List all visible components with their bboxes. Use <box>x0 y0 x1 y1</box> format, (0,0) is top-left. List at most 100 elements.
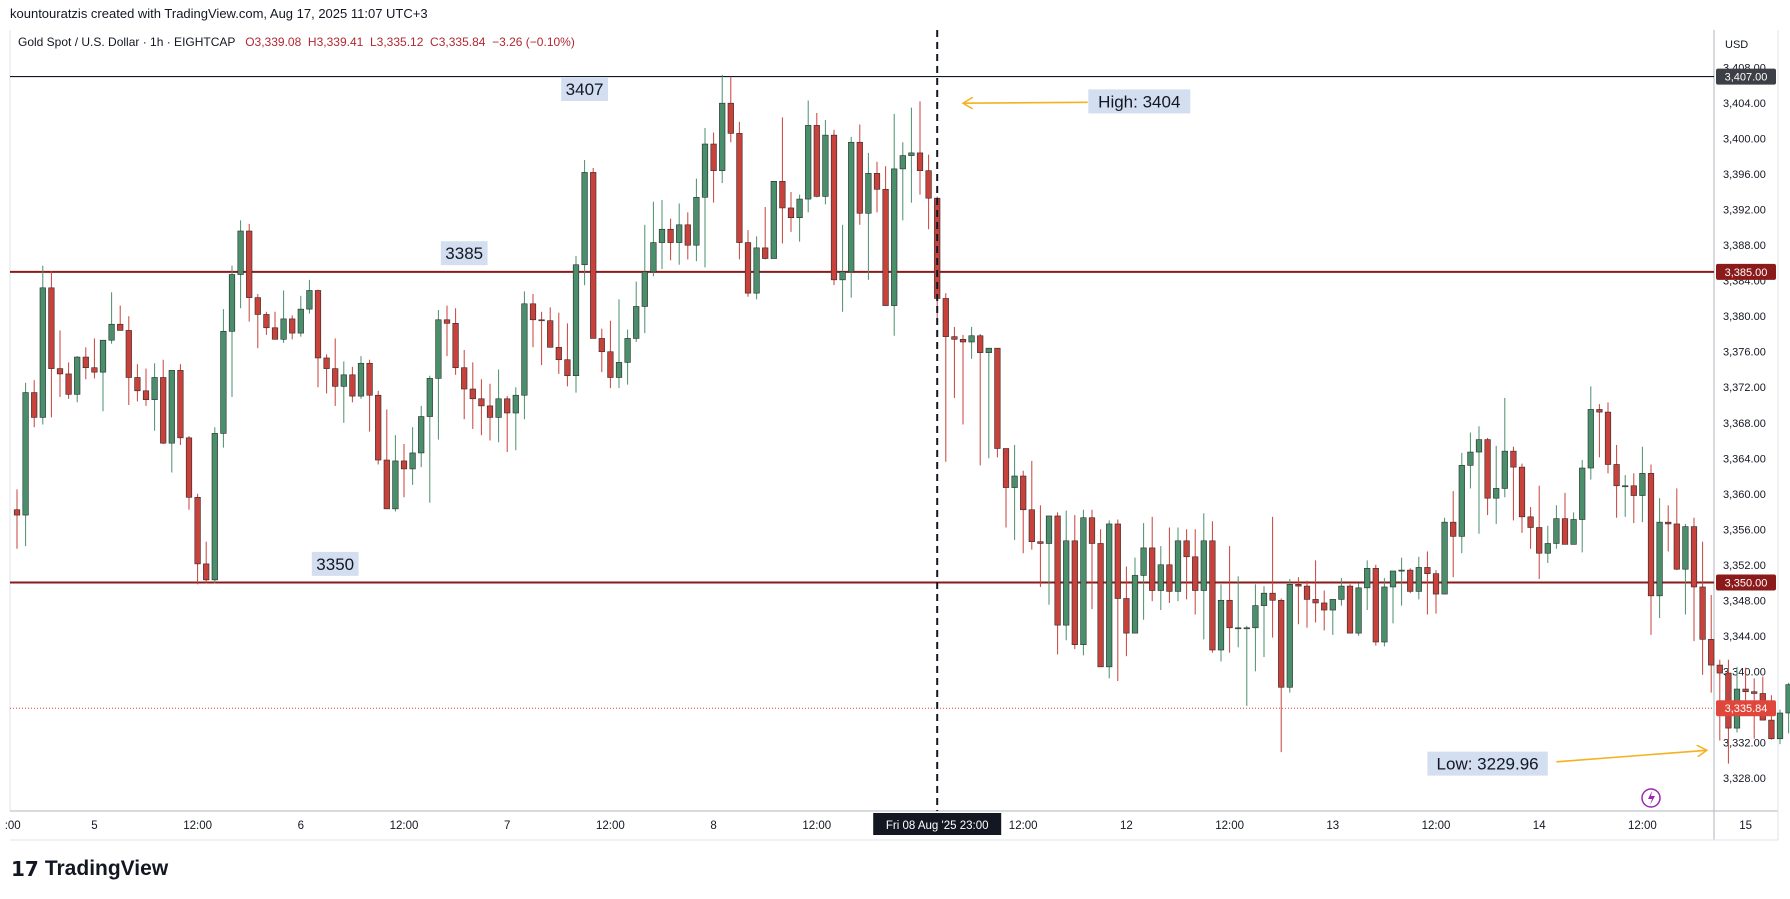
candle-body <box>1656 521 1663 597</box>
symbol-title: Gold Spot / U.S. Dollar · 1h · EIGHTCAP <box>18 35 236 49</box>
candle-body <box>873 173 881 190</box>
candle-body <box>512 394 519 414</box>
candle-body <box>1174 540 1182 592</box>
y-tick-label: 3,392.00 <box>1723 205 1766 217</box>
candle-body <box>1028 509 1035 542</box>
ohlc-low: L3,335.12 <box>369 35 424 49</box>
candle-body <box>211 433 218 581</box>
candle-body <box>1673 523 1680 570</box>
candle-body <box>899 155 906 170</box>
candle-body <box>994 347 1001 449</box>
candle-body <box>194 497 201 565</box>
candle-body <box>254 297 261 315</box>
candle-body <box>1200 540 1207 591</box>
candle-body <box>985 347 992 353</box>
level-price-tag-label: 3,385.00 <box>1725 267 1768 279</box>
candle-body <box>1699 586 1706 640</box>
candle-body <box>452 323 459 369</box>
candle-body <box>1432 573 1440 595</box>
candle-body <box>65 373 72 395</box>
candle-body <box>82 356 89 369</box>
candle-body <box>1106 523 1113 668</box>
candle-body <box>125 330 132 378</box>
candle-body <box>1329 599 1336 611</box>
candle-body <box>787 207 795 219</box>
candle-body <box>289 318 296 334</box>
level-price-tag-label: 3,350.00 <box>1725 578 1768 590</box>
candle-body <box>615 362 623 378</box>
annotation-label: 3407 <box>566 80 604 99</box>
candle-body <box>246 230 253 298</box>
ohlc-close: C3,335.84 <box>430 35 486 49</box>
annotation-label: High: 3404 <box>1098 92 1180 111</box>
annotation-label: 3385 <box>445 244 483 263</box>
x-tick-label: 12:00 <box>596 820 625 832</box>
candle-body <box>865 173 872 214</box>
candle-body <box>1751 691 1758 694</box>
candle-body <box>521 303 528 396</box>
candle-body <box>151 377 158 400</box>
candle-body <box>658 228 666 243</box>
candle-body <box>1063 540 1070 626</box>
y-tick-label: 3,352.00 <box>1723 560 1766 572</box>
annotation-label: Low: 3229.96 <box>1437 755 1539 774</box>
candle-body <box>1570 519 1577 545</box>
candle-body <box>108 323 115 341</box>
candle-body <box>1579 467 1586 520</box>
candle-body <box>667 228 674 243</box>
candle-body <box>1742 688 1749 693</box>
candle-body <box>1415 567 1422 592</box>
x-tick-label: 12 <box>1120 820 1133 832</box>
candle-body <box>39 287 46 418</box>
candle-body <box>99 339 107 373</box>
candle-body <box>263 314 270 329</box>
candle-body <box>1088 517 1096 544</box>
y-tick-label: 3,388.00 <box>1723 240 1766 252</box>
candle-body <box>314 290 322 359</box>
candle-body <box>805 125 812 200</box>
y-tick-label: 3,376.00 <box>1723 347 1766 359</box>
x-tick-label: 12:00 <box>390 820 419 832</box>
candle-body <box>710 143 717 171</box>
x-tick-label: 12:00 <box>183 820 212 832</box>
candle-body <box>1045 515 1053 544</box>
candle-body <box>538 319 545 322</box>
candle-body <box>891 168 898 306</box>
candle-body <box>1768 719 1775 740</box>
y-tick-label: 3,396.00 <box>1723 169 1766 181</box>
candle-body <box>968 335 975 343</box>
price-chart[interactable]: USD3,328.003,332.003,336.003,340.003,344… <box>0 0 1790 850</box>
candle-body <box>650 242 657 273</box>
candle-body <box>1346 585 1354 634</box>
candle-body <box>1776 712 1784 740</box>
candle-body <box>1587 409 1594 469</box>
candle-body <box>443 319 451 324</box>
candle-body <box>1510 450 1517 468</box>
last-price-label: 3,335.84 <box>1725 703 1768 715</box>
candle-body <box>56 368 64 375</box>
candle-body <box>1123 598 1130 634</box>
lightning-icon <box>1641 788 1661 808</box>
annotation-label-bg <box>1427 751 1548 776</box>
candle-body <box>1475 439 1483 453</box>
candle-body <box>848 141 855 273</box>
candle-body <box>1131 575 1139 634</box>
candle-body <box>1286 584 1293 688</box>
annotation-arrow <box>963 102 1088 103</box>
candle-body <box>1708 639 1715 666</box>
candle-body <box>624 338 631 363</box>
candle-body <box>237 230 244 275</box>
candle-body <box>796 198 803 219</box>
candle-body <box>478 398 485 407</box>
candle-body <box>1389 570 1397 588</box>
x-tick-label: 5 <box>91 820 97 832</box>
candle-body <box>1054 515 1061 626</box>
candle-body <box>925 170 932 199</box>
candle-body <box>762 247 769 259</box>
candle-body <box>547 320 554 348</box>
candle-body <box>1665 521 1672 525</box>
candle-body <box>1484 439 1491 499</box>
candle-body <box>22 392 29 516</box>
x-tick-label: 12:00 <box>802 820 831 832</box>
annotation-label-bg <box>1088 89 1191 114</box>
